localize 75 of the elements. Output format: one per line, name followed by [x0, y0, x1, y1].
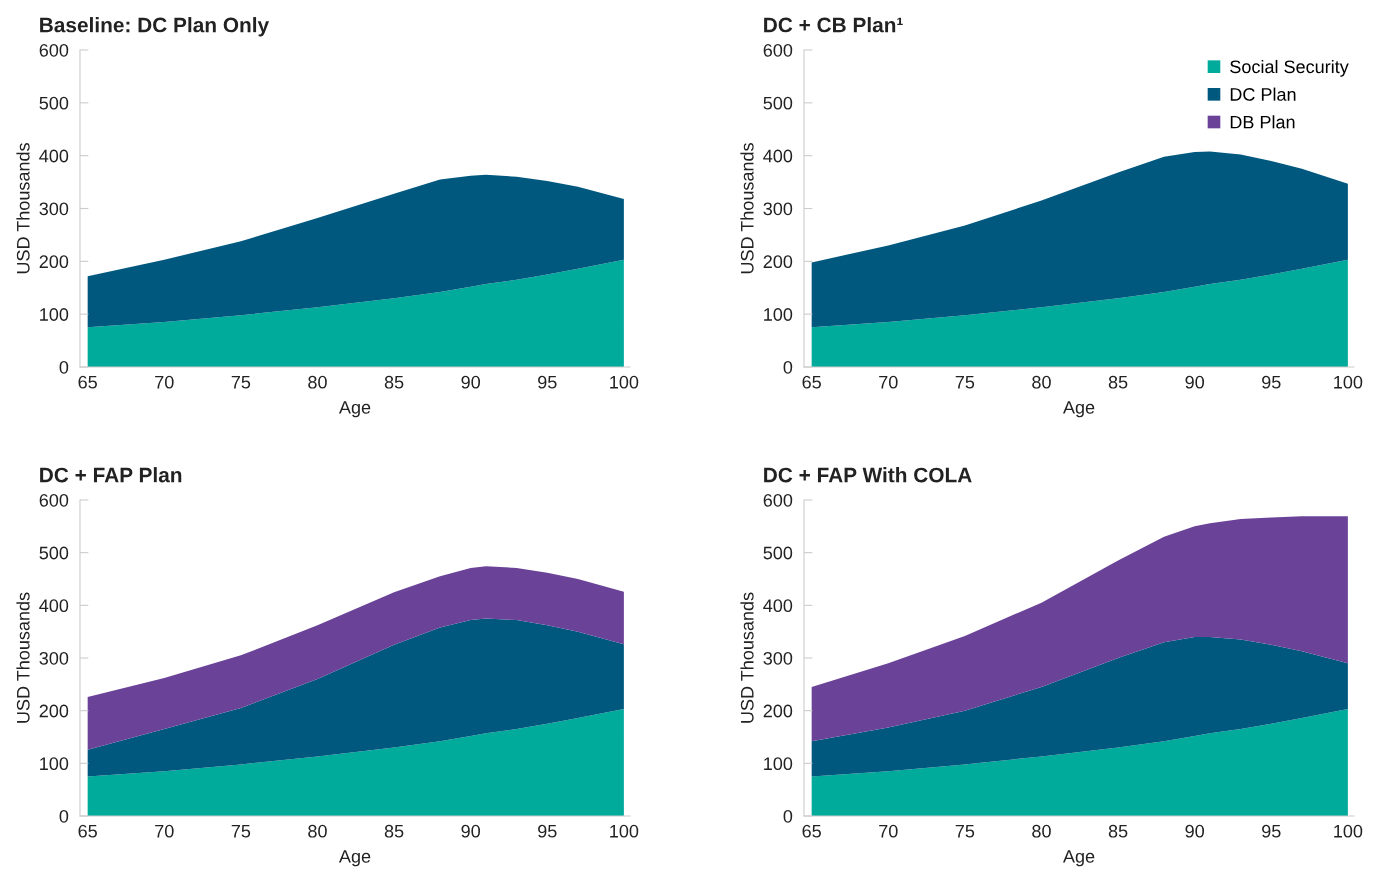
x-tick-label: 70	[155, 375, 174, 389]
y-tick-label: 100	[764, 308, 793, 321]
x-tick-label: 100	[1334, 375, 1363, 389]
x-tick-label: 70	[879, 824, 898, 838]
x-axis-title: Age	[1062, 850, 1095, 867]
y-tick-label: 0	[783, 809, 793, 823]
x-tick-label: 75	[231, 376, 251, 389]
y-tick-label: 200	[39, 255, 69, 269]
y-axis-title: USD Thousands	[16, 143, 30, 274]
x-tick-label: 70	[155, 824, 174, 838]
y-tick-label: 100	[40, 757, 69, 771]
y-tick-label: 0	[59, 360, 69, 374]
x-tick-label: 65	[78, 824, 97, 838]
legend-label: DC Plan	[1230, 87, 1296, 101]
y-tick-label: 200	[763, 704, 793, 718]
y-tick-label: 500	[763, 96, 793, 110]
y-tick-label: 500	[39, 96, 69, 110]
x-tick-label: 80	[308, 375, 327, 389]
x-tick-label: 75	[231, 825, 251, 838]
x-tick-label: 65	[802, 824, 821, 838]
y-axis-title: USD Thousands	[740, 143, 754, 274]
x-tick-label: 95	[1262, 375, 1281, 389]
y-tick-label: 400	[39, 149, 69, 163]
y-tick-label: 300	[763, 202, 793, 216]
y-tick-label: 400	[763, 149, 793, 163]
legend-label: DB Plan	[1230, 115, 1295, 129]
chart-title: DC + FAP Plan	[40, 467, 182, 483]
x-tick-label: 95	[538, 824, 557, 838]
x-tick-label: 90	[461, 824, 480, 838]
y-tick-label: 300	[763, 651, 793, 665]
y-tick-label: 200	[39, 704, 69, 718]
x-axis-title: Age	[338, 850, 371, 867]
x-tick-label: 85	[384, 375, 404, 389]
chart-title: DC + CB Plan¹	[764, 17, 903, 33]
x-tick-label: 90	[1185, 824, 1204, 838]
x-tick-label: 75	[955, 825, 975, 838]
y-tick-label: 600	[763, 43, 793, 57]
y-tick-label: 300	[39, 651, 69, 665]
y-tick-label: 400	[39, 599, 69, 613]
x-tick-label: 80	[1032, 375, 1051, 389]
x-axis-title: Age	[338, 401, 371, 418]
x-tick-label: 85	[1108, 375, 1128, 389]
y-tick-label: 100	[40, 308, 69, 321]
x-tick-label: 95	[1262, 824, 1281, 838]
x-tick-label: 70	[879, 375, 898, 389]
y-axis-title: USD Thousands	[16, 592, 30, 723]
x-tick-label: 85	[384, 824, 404, 838]
x-tick-label: 65	[802, 375, 821, 389]
x-tick-label: 100	[610, 824, 639, 838]
legend-label: Social Security	[1230, 59, 1349, 77]
y-tick-label: 500	[39, 546, 69, 560]
x-tick-label: 85	[1108, 824, 1128, 838]
x-tick-label: 100	[610, 375, 639, 389]
y-tick-label: 200	[763, 255, 793, 269]
y-tick-label: 600	[39, 493, 69, 507]
y-tick-label: 100	[764, 757, 793, 771]
y-tick-label: 500	[763, 546, 793, 560]
y-tick-label: 600	[763, 493, 793, 507]
x-tick-label: 65	[78, 375, 97, 389]
y-tick-label: 0	[59, 809, 69, 823]
x-tick-label: 80	[308, 824, 327, 838]
chart-title: DC + FAP With COLA	[764, 467, 972, 483]
x-tick-label: 95	[538, 375, 557, 389]
y-axis-title: USD Thousands	[740, 592, 754, 723]
y-tick-label: 600	[39, 43, 69, 57]
x-tick-label: 100	[1334, 824, 1363, 838]
x-tick-label: 90	[1185, 375, 1204, 389]
y-tick-label: 400	[763, 599, 793, 613]
x-axis-title: Age	[1062, 401, 1095, 418]
x-tick-label: 90	[461, 375, 480, 389]
chart-title: Baseline: DC Plan Only	[40, 17, 270, 37]
x-tick-label: 75	[955, 376, 975, 389]
y-tick-label: 0	[783, 360, 793, 374]
y-tick-label: 300	[39, 202, 69, 216]
x-tick-label: 80	[1032, 824, 1051, 838]
